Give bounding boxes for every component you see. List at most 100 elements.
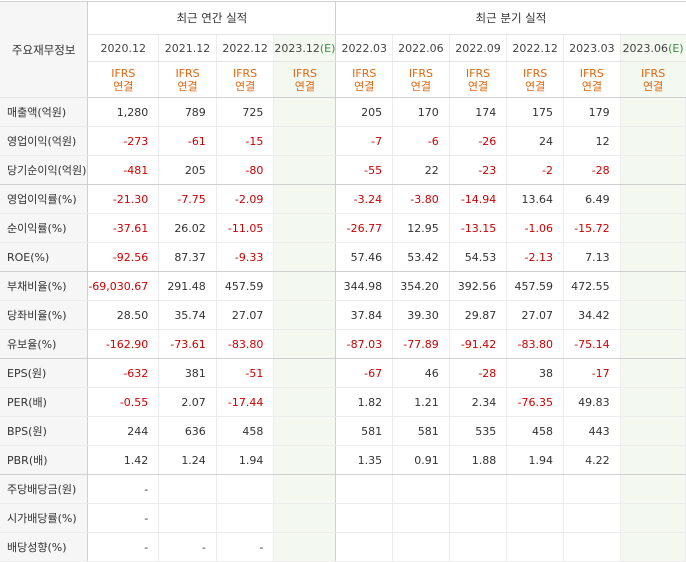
period-header: 2021.12 xyxy=(158,34,217,62)
basis-consolidation: 연결 xyxy=(642,79,664,93)
basis-header: IFRS 연결 xyxy=(335,61,394,98)
table-body: 매출액(억원) 1,280 789 725 205 170 174 175 179 영업이익(억원… xyxy=(0,97,686,562)
value-cell: -11.05 xyxy=(216,213,275,243)
value-cell xyxy=(335,474,394,504)
basis-consolidation: 연결 xyxy=(177,79,198,93)
table-row: 배당성향(%) - - - xyxy=(0,532,686,562)
value-cell: -6 xyxy=(392,126,450,156)
value-cell: -21.30 xyxy=(87,184,160,214)
value-cell xyxy=(392,503,450,533)
estimate-mark: (E) xyxy=(668,41,684,55)
value-cell xyxy=(563,532,621,562)
value-cell: 38 xyxy=(506,358,564,388)
row-label: 시가배당률(%) xyxy=(0,503,89,533)
annual-group-header: 최근 연간 실적 xyxy=(87,1,337,35)
value-cell: 244 xyxy=(87,416,160,446)
row-label: 영업이익(억원) xyxy=(0,126,89,156)
value-cell: 354.20 xyxy=(392,271,450,301)
value-cell: 57.46 xyxy=(335,242,394,272)
value-cell: 636 xyxy=(158,416,217,446)
value-cell: - xyxy=(87,474,160,504)
row-label: 매출액(억원) xyxy=(0,97,89,127)
value-cell: -17 xyxy=(563,358,621,388)
row-label: 배당성향(%) xyxy=(0,532,89,562)
value-cell: 291.48 xyxy=(158,271,217,301)
value-cell xyxy=(620,503,686,533)
basis-header: IFRS 연결 xyxy=(158,61,217,98)
period-header: 2023.03 xyxy=(563,34,621,62)
value-cell: -75.14 xyxy=(563,329,621,359)
value-cell: 34.42 xyxy=(563,300,621,330)
row-label: ROE(%) xyxy=(0,242,89,272)
value-cell: 4.22 xyxy=(563,445,621,475)
value-cell: -55 xyxy=(335,155,394,185)
value-cell: -61 xyxy=(158,126,217,156)
value-cell: 205 xyxy=(158,155,217,185)
period-header: 2022.12 xyxy=(506,34,564,62)
value-cell xyxy=(273,503,337,533)
value-cell xyxy=(620,416,686,446)
row-label: PBR(배) xyxy=(0,445,89,475)
value-cell: -17.44 xyxy=(216,387,275,417)
value-cell xyxy=(620,387,686,417)
basis-consolidation: 연결 xyxy=(581,79,602,93)
basis-header: IFRS 연결 xyxy=(216,61,275,98)
basis-consolidation: 연결 xyxy=(525,79,546,93)
value-cell xyxy=(620,329,686,359)
value-cell xyxy=(273,329,337,359)
value-cell xyxy=(273,358,337,388)
value-cell xyxy=(216,503,275,533)
value-cell xyxy=(563,503,621,533)
basis-standard: IFRS xyxy=(111,66,136,80)
value-cell xyxy=(273,213,337,243)
table-row: BPS(원) 244 636 458 581 581 535 458 443 xyxy=(0,416,686,446)
value-cell: 29.87 xyxy=(449,300,508,330)
basis-consolidation: 연결 xyxy=(410,79,432,93)
row-label: 영업이익률(%) xyxy=(0,184,89,214)
value-cell: 1.82 xyxy=(335,387,394,417)
value-cell xyxy=(216,474,275,504)
value-cell: 27.07 xyxy=(216,300,275,330)
basis-header: IFRS 연결 xyxy=(449,61,508,98)
value-cell: -37.61 xyxy=(87,213,160,243)
value-cell xyxy=(620,532,686,562)
value-cell: 2.07 xyxy=(158,387,217,417)
value-cell: -15 xyxy=(216,126,275,156)
basis-standard: IFRS xyxy=(640,66,666,80)
value-cell: -67 xyxy=(335,358,394,388)
value-cell: - xyxy=(87,532,160,562)
basis-standard: IFRS xyxy=(523,66,548,80)
value-cell: 35.74 xyxy=(158,300,217,330)
value-cell xyxy=(506,474,564,504)
value-cell xyxy=(620,271,686,301)
value-cell: 22 xyxy=(392,155,450,185)
value-cell xyxy=(158,503,217,533)
value-cell: -80 xyxy=(216,155,275,185)
value-cell xyxy=(273,242,337,272)
value-cell: 54.53 xyxy=(449,242,508,272)
value-cell: 1.88 xyxy=(449,445,508,475)
value-cell: 28.50 xyxy=(87,300,160,330)
value-cell: 472.55 xyxy=(563,271,621,301)
row-label: 주당배당금(원) xyxy=(0,474,89,504)
quarterly-group-header: 최근 분기 실적 xyxy=(335,1,686,35)
row-label: EPS(원) xyxy=(0,358,89,388)
value-cell xyxy=(620,97,686,127)
period-header: 2020.12 xyxy=(87,34,160,62)
table-header: 주요재무정보 최근 연간 실적 최근 분기 실적 2020.12 2021.12… xyxy=(0,1,686,98)
basis-consolidation: 연결 xyxy=(354,79,375,93)
value-cell: 1.94 xyxy=(506,445,564,475)
value-cell xyxy=(273,300,337,330)
value-cell: -0.55 xyxy=(87,387,160,417)
table-row: 유보율(%) -162.90 -73.61 -83.80 -87.03 -77.89 -91… xyxy=(0,329,686,359)
value-cell: -76.35 xyxy=(506,387,564,417)
basis-standard: IFRS xyxy=(465,66,491,80)
value-cell: -481 xyxy=(87,155,160,185)
basis-header: IFRS 연결 xyxy=(563,61,621,98)
row-label: 부채비율(%) xyxy=(0,271,89,301)
value-cell: 344.98 xyxy=(335,271,394,301)
period-header: 2022.03 xyxy=(335,34,394,62)
label-column-header: 주요재무정보 xyxy=(0,1,89,98)
